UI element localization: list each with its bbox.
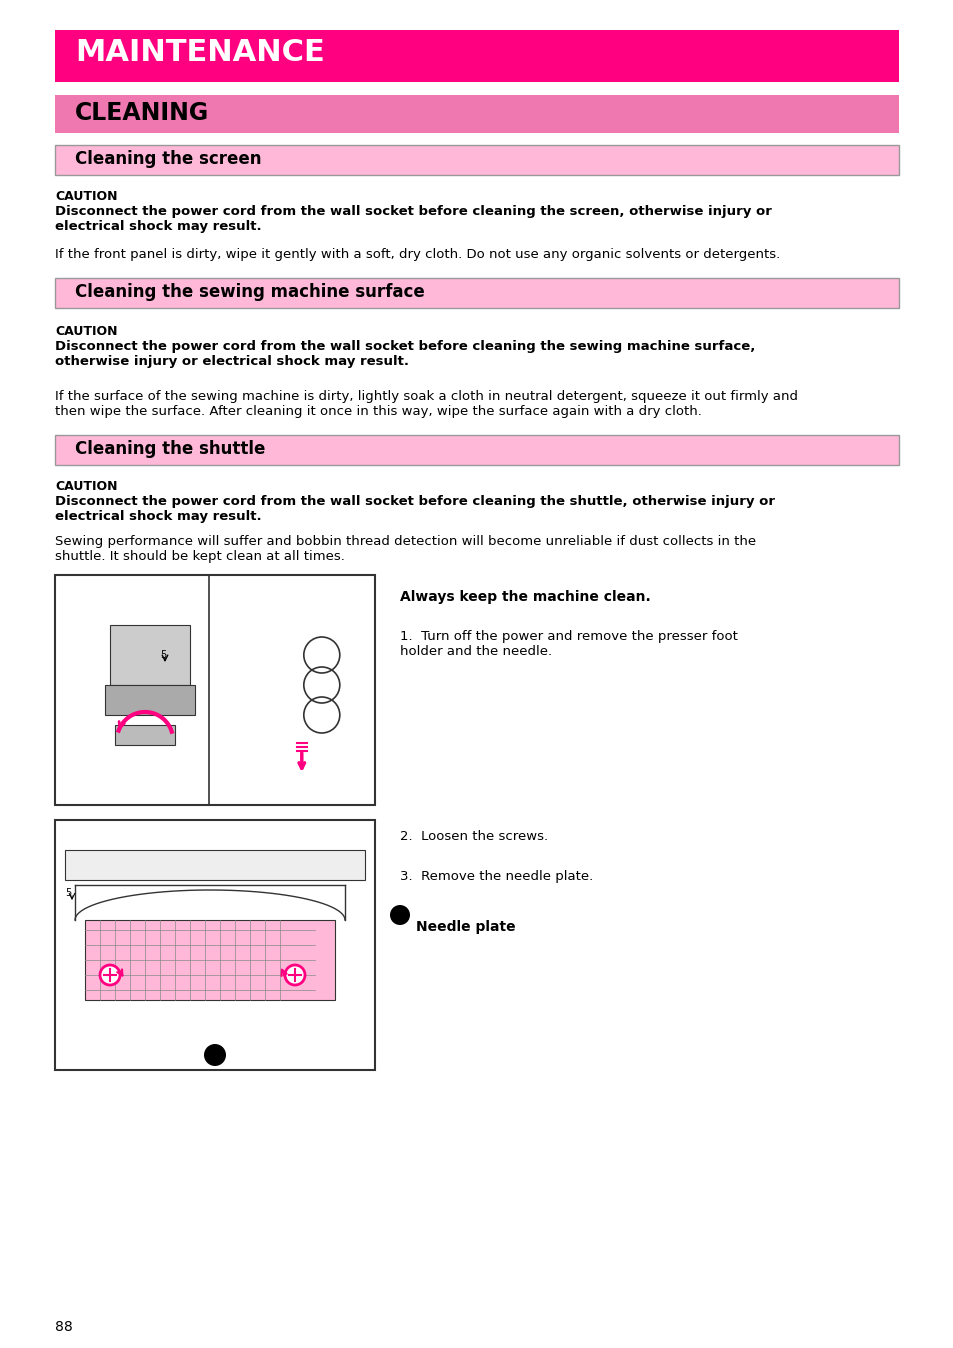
Bar (55, 278, 898, 307)
Text: 1.  Turn off the power and remove the presser foot
holder and the needle.: 1. Turn off the power and remove the pre… (399, 630, 737, 658)
Text: Disconnect the power cord from the wall socket before cleaning the sewing machin: Disconnect the power cord from the wall … (55, 340, 755, 368)
Text: CAUTION: CAUTION (55, 480, 117, 493)
Text: 3.  Remove the needle plate.: 3. Remove the needle plate. (399, 869, 593, 883)
Text: 2.  Loosen the screws.: 2. Loosen the screws. (399, 830, 548, 842)
Text: CLEANING: CLEANING (75, 101, 209, 125)
Bar (55, 146, 898, 175)
Bar (55, 576, 375, 805)
Text: 1: 1 (395, 905, 403, 914)
Text: Always keep the machine clean.: Always keep the machine clean. (399, 590, 650, 604)
Text: 5: 5 (65, 888, 71, 898)
Text: 5: 5 (160, 650, 166, 661)
Bar (55, 30, 898, 82)
Text: Disconnect the power cord from the wall socket before cleaning the shuttle, othe: Disconnect the power cord from the wall … (55, 495, 774, 523)
Text: Cleaning the screen: Cleaning the screen (75, 150, 261, 168)
Bar (110, 625, 190, 685)
Bar (105, 685, 194, 714)
Text: 1: 1 (211, 1043, 218, 1054)
Bar (55, 94, 898, 133)
Bar (55, 820, 375, 1070)
Text: Disconnect the power cord from the wall socket before cleaning the screen, other: Disconnect the power cord from the wall … (55, 205, 771, 233)
Circle shape (285, 965, 305, 985)
Text: CAUTION: CAUTION (55, 190, 117, 204)
Text: MAINTENANCE: MAINTENANCE (75, 38, 324, 67)
Text: 88: 88 (55, 1320, 72, 1335)
Bar (115, 725, 174, 745)
Text: Sewing performance will suffer and bobbin thread detection will become unreliabl: Sewing performance will suffer and bobbi… (55, 535, 756, 563)
Bar (65, 851, 365, 880)
Text: If the surface of the sewing machine is dirty, lightly soak a cloth in neutral d: If the surface of the sewing machine is … (55, 390, 797, 418)
Text: If the front panel is dirty, wipe it gently with a soft, dry cloth. Do not use a: If the front panel is dirty, wipe it gen… (55, 248, 780, 262)
Bar (55, 435, 898, 465)
Text: Cleaning the shuttle: Cleaning the shuttle (75, 439, 265, 458)
Bar (85, 919, 335, 1000)
Text: Cleaning the sewing machine surface: Cleaning the sewing machine surface (75, 283, 424, 301)
Circle shape (100, 965, 120, 985)
Text: Needle plate: Needle plate (416, 919, 515, 934)
Circle shape (390, 905, 410, 925)
Text: CAUTION: CAUTION (55, 325, 117, 338)
Circle shape (204, 1043, 226, 1066)
